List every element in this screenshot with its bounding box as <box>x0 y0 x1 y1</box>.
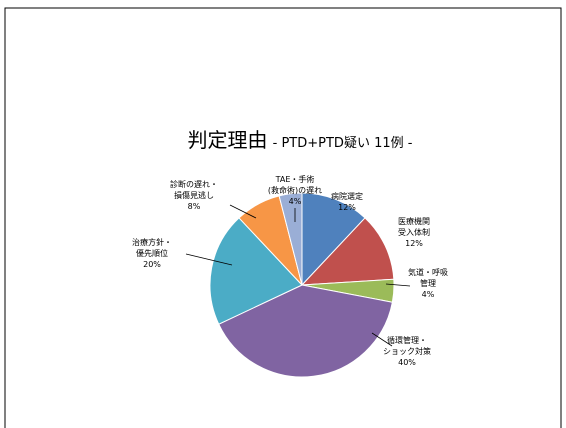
value-label: 20% <box>143 260 161 269</box>
leader-lines <box>185 204 411 347</box>
chart-title: 判定理由 - PTD+PTD疑い 11例 - <box>0 124 566 153</box>
slice-label: TAE・手術 (救命術)の遅れ 4% <box>268 174 322 207</box>
value-label: 40% <box>398 358 416 367</box>
slice-label: 医療機関 受入体制 12% <box>398 216 430 249</box>
value-label: 12% <box>338 203 356 212</box>
slice-label: 治療方針・ 優先順位 20% <box>132 237 172 270</box>
slice-label: 循環管理・ ショック対策 40% <box>383 335 431 368</box>
category-label: 病院選定 <box>331 192 363 201</box>
subtitle: - PTD+PTD疑い 11例 - <box>272 136 413 151</box>
category-label: 循環管理・ ショック対策 <box>383 336 431 356</box>
title: 判定理由 <box>187 128 268 152</box>
category-label: 治療方針・ 優先順位 <box>132 238 172 258</box>
pie-slice <box>278 192 303 286</box>
pie-slice <box>301 192 366 287</box>
pie <box>209 192 395 378</box>
leader-line <box>185 253 233 266</box>
value-label: 4% <box>421 290 435 299</box>
slice-label: 病院選定 12% <box>331 191 363 213</box>
leader-line <box>385 283 411 287</box>
pie-slice <box>209 217 303 325</box>
category-label: 気道・呼吸 管理 <box>408 268 448 288</box>
slice-label: 診断の遅れ・ 損傷見逃し 8% <box>170 179 218 212</box>
category-label: 医療機関 受入体制 <box>398 217 430 237</box>
category-label: TAE・手術 (救命術)の遅れ <box>267 175 323 195</box>
leader-line <box>371 332 393 347</box>
slice-label: 気道・呼吸 管理 4% <box>408 267 448 300</box>
value-label: 4% <box>288 197 302 206</box>
pie-slice <box>300 217 395 286</box>
slide-frame <box>4 7 562 428</box>
pie-slice <box>218 284 393 378</box>
value-label: 8% <box>187 202 201 211</box>
category-label: 診断の遅れ・ 損傷見逃し <box>170 180 218 200</box>
value-label: 12% <box>405 239 423 248</box>
leader-line <box>229 204 257 219</box>
